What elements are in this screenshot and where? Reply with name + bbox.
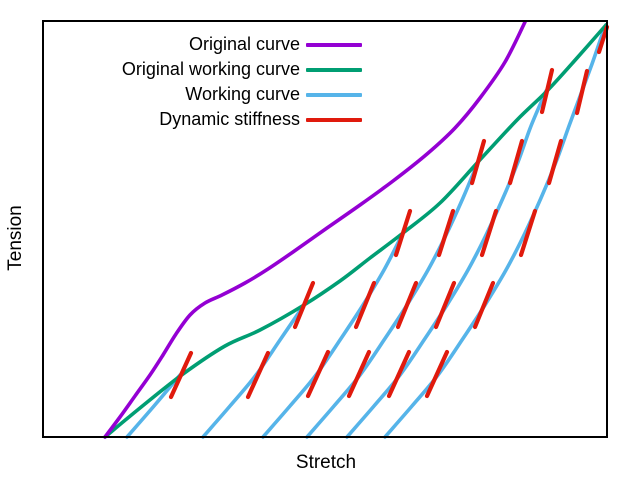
legend-item-dynamic-stiffness: Dynamic stiffness [40, 107, 362, 132]
legend: Original curve Original working curve Wo… [40, 32, 362, 132]
legend-label-original-curve: Original curve [188, 34, 300, 54]
dynamic-stiffness-segment-12 [393, 208, 413, 258]
dynamic-stiffness-segment-8 [353, 280, 377, 330]
dynamic-stiffness-segment-2 [245, 350, 271, 400]
dynamic-stiffness-segment-4 [346, 349, 372, 399]
legend-swatch-dynamic-stiffness [306, 117, 362, 122]
dynamic-stiffness-segment-7 [292, 280, 316, 330]
dynamic-stiffness-segment-1 [168, 350, 194, 400]
x-axis-label: Stretch [295, 452, 357, 473]
legend-swatch-original-curve [306, 42, 362, 47]
dynamic-stiffness-segment-5 [386, 349, 412, 399]
dynamic-stiffness-segment-20 [574, 68, 590, 116]
legend-swatch-working-curve [306, 92, 362, 97]
legend-swatch-original-working-curve [306, 67, 362, 72]
dynamic-stiffness-segment-9 [395, 280, 419, 330]
dynamic-stiffness-segment-19 [539, 67, 555, 115]
dynamic-stiffness-segment-10 [433, 280, 457, 330]
plot-border [42, 20, 608, 438]
dynamic-stiffness-segment-11 [472, 280, 496, 330]
legend-item-original-working-curve: Original working curve [40, 57, 362, 82]
legend-label-working-curve: Working curve [185, 84, 300, 104]
legend-label-original-working-curve: Original working curve [121, 59, 300, 79]
working-curve-path-3 [261, 231, 405, 439]
dynamic-stiffness-segment-13 [436, 208, 456, 258]
dynamic-stiffness-segment-14 [479, 208, 499, 258]
working-curve-path-5 [345, 89, 548, 439]
dynamic-stiffness-segment-16 [469, 138, 487, 186]
y-axis-label: Tension [5, 205, 26, 271]
dynamic-stiffness-segment-17 [507, 138, 525, 186]
dynamic-stiffness-segment-21 [596, 24, 610, 55]
original-working-curve-path [103, 23, 608, 439]
dynamic-stiffness-segment-15 [518, 208, 538, 258]
working-curve-path-2 [201, 303, 306, 439]
legend-item-original-curve: Original curve [40, 32, 362, 57]
dynamic-stiffness-segment-6 [424, 349, 450, 399]
dynamic-stiffness-segment-3 [305, 349, 331, 399]
dynamic-stiffness-segment-18 [546, 138, 564, 186]
original-curve-path [103, 20, 527, 439]
working-curve-path-6 [383, 23, 608, 439]
legend-item-working-curve: Working curve [40, 82, 362, 107]
legend-label-dynamic-stiffness: Dynamic stiffness [159, 109, 300, 129]
